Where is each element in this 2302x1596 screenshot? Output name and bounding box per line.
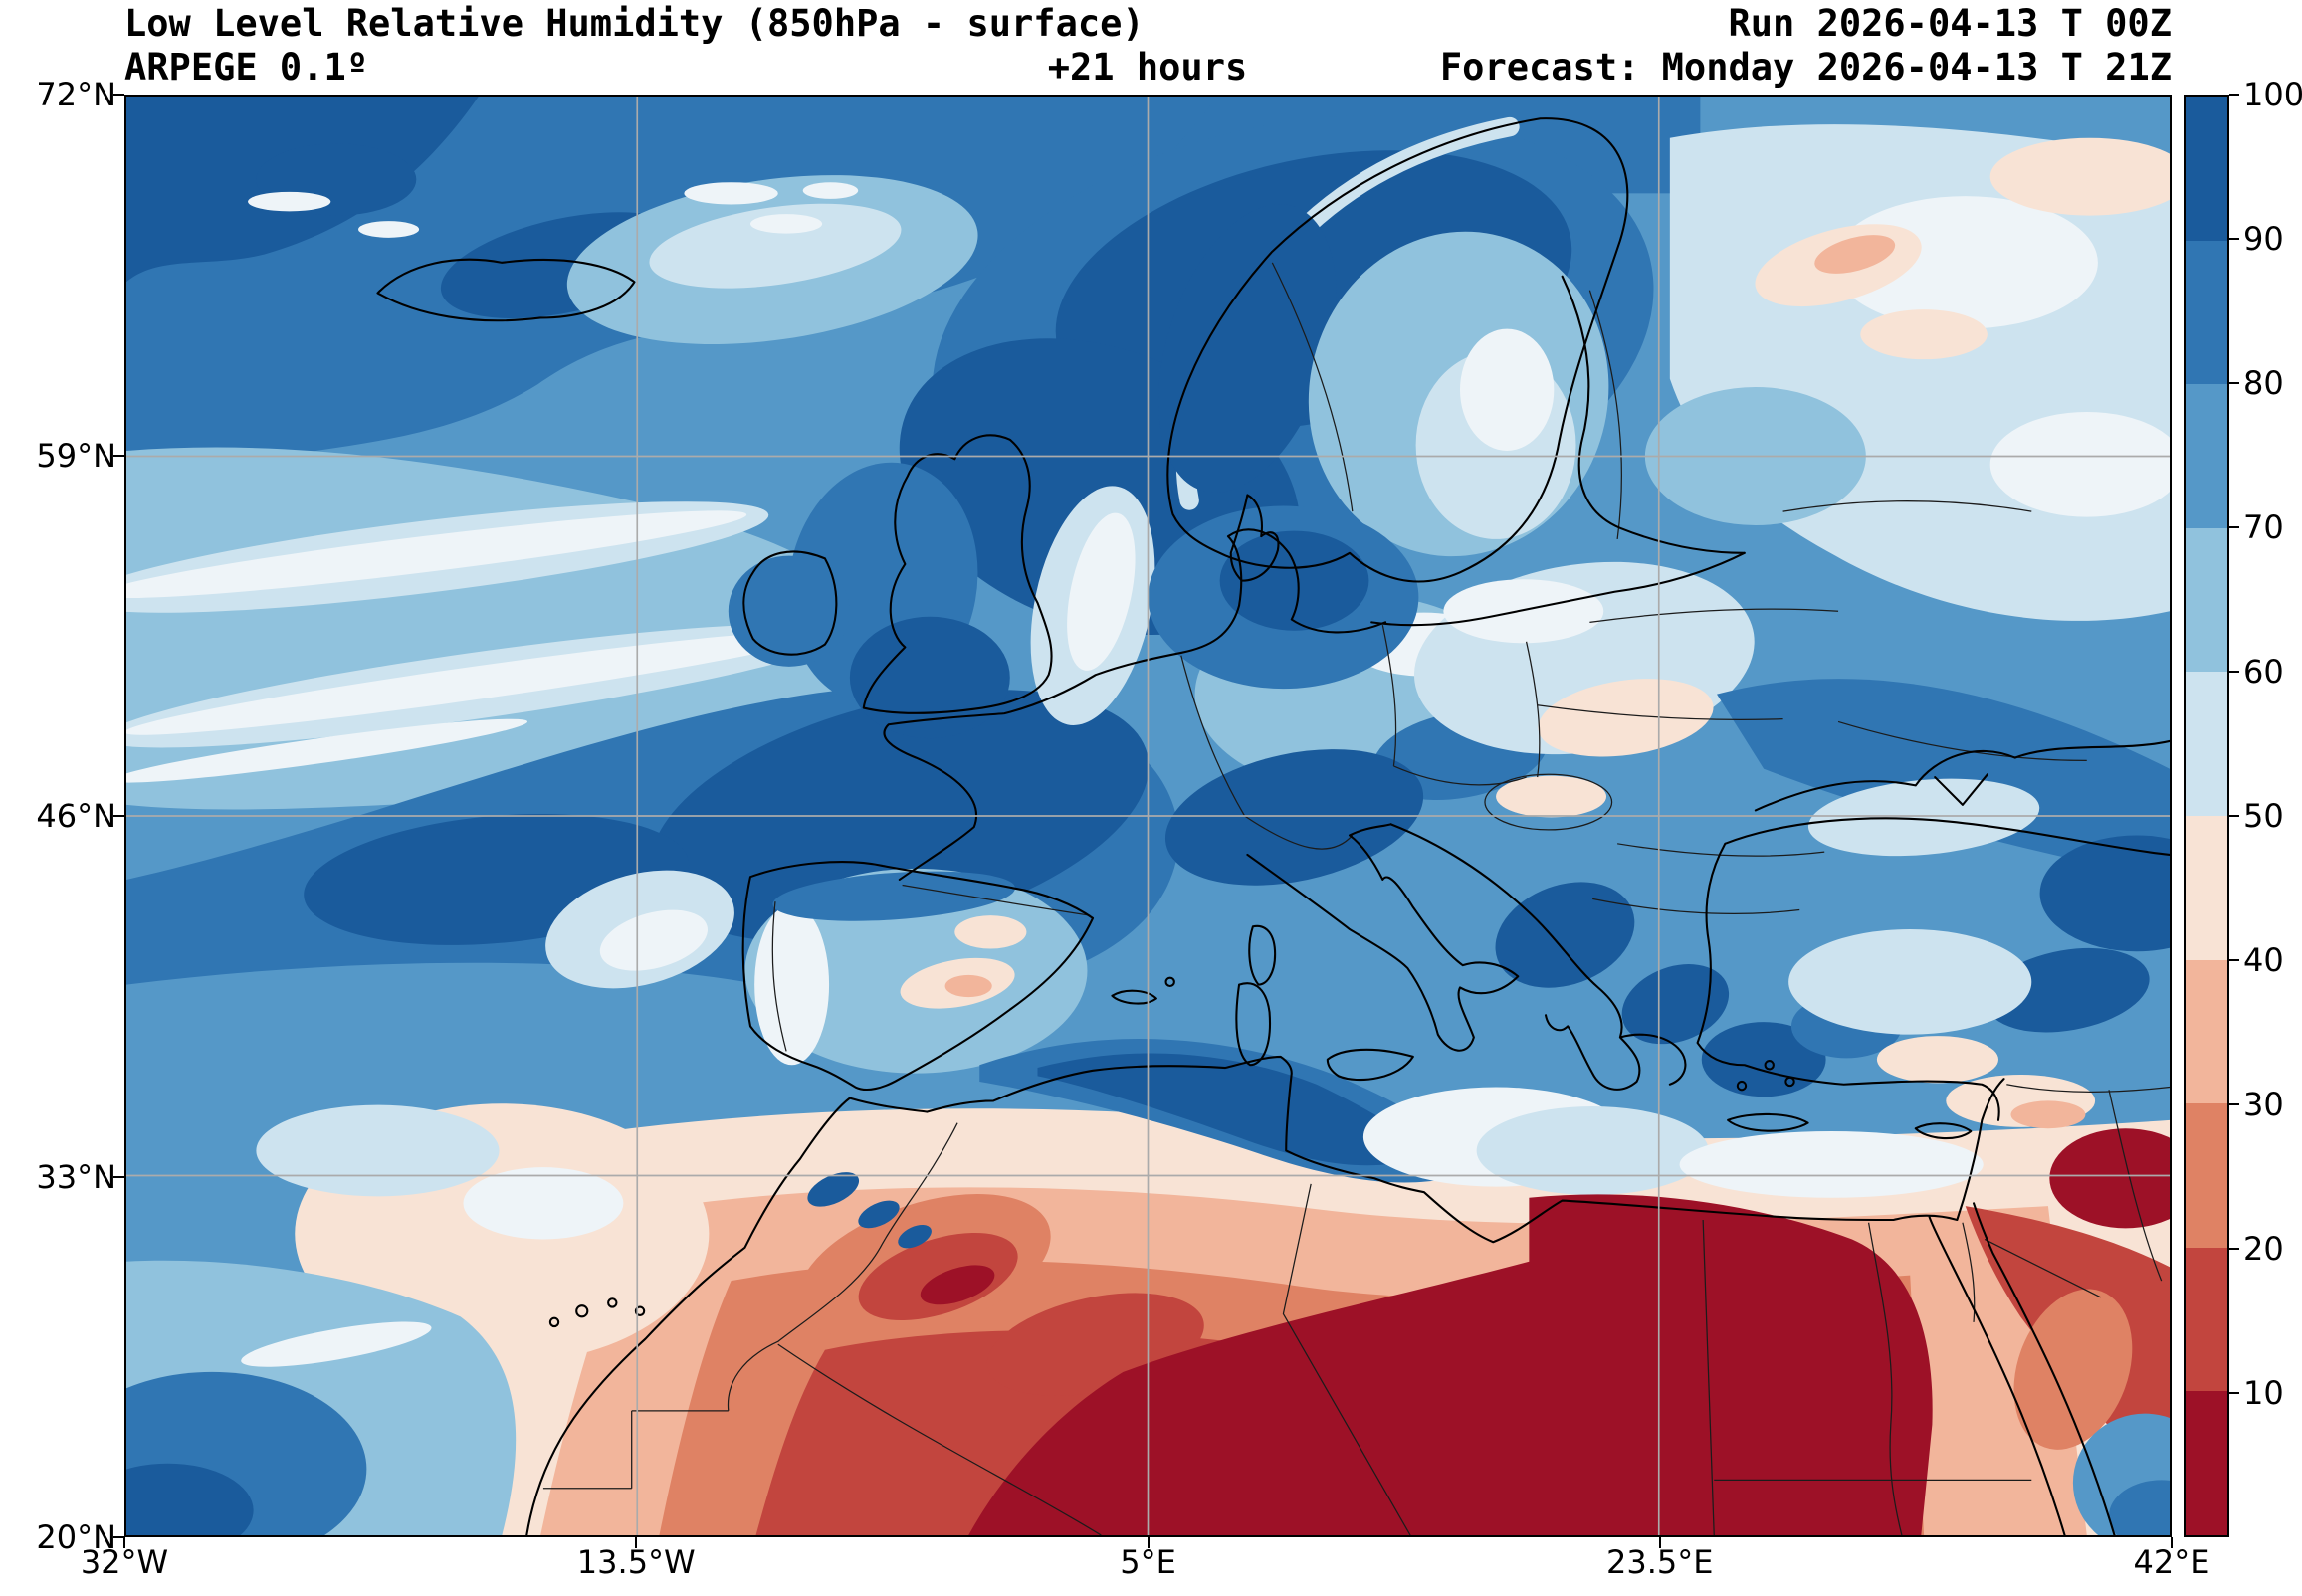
colorbar-segment-rh70 [2186, 384, 2227, 528]
colorbar-segment-rh80 [2186, 240, 2227, 385]
lon-tick-mark [1658, 1537, 1661, 1548]
lat-tick-mark [113, 1536, 124, 1538]
lon-tick-label: 23.5°E [1606, 1543, 1714, 1581]
map-plot-area [124, 95, 2172, 1537]
lat-tick-label: 46°N [36, 797, 116, 835]
colorbar-tick-label: 80 [2243, 364, 2284, 402]
lat-tick-mark [113, 815, 124, 817]
colorbar-tick-mark [2229, 238, 2239, 240]
colorbar-segment-rh90 [2186, 97, 2227, 241]
graticule [126, 97, 2170, 1535]
colorbar-tick-mark [2229, 526, 2239, 528]
colorbar-segment-rh30 [2186, 959, 2227, 1104]
colorbar-tick-mark [2229, 1248, 2239, 1250]
run-timestamp: Run 2026-04-13 T 00Z [1728, 2, 2172, 45]
colorbar-segment-rh40 [2186, 815, 2227, 960]
colorbar-tick-mark [2229, 1392, 2239, 1394]
lon-tick-label: 13.5°W [576, 1543, 696, 1581]
colorbar-tick-mark [2229, 815, 2239, 817]
colorbar-tick-label: 90 [2243, 220, 2284, 258]
lon-tick-label: 42°E [2133, 1543, 2210, 1581]
colorbar-segment-rh10 [2186, 1247, 2227, 1392]
colorbar-segment-rh20 [2186, 1103, 2227, 1248]
colorbar [2184, 95, 2229, 1537]
lon-tick-mark [2171, 1537, 2173, 1548]
lat-tick-mark [113, 454, 124, 457]
coastlines [376, 117, 2170, 1535]
lat-tick-label: 33°N [36, 1157, 116, 1196]
lon-tick-mark [1147, 1537, 1150, 1548]
model-name: ARPEGE 0.1º [124, 46, 369, 89]
country-borders [542, 262, 2170, 1535]
lon-tick-mark [635, 1537, 638, 1548]
colorbar-tick-label: 60 [2243, 653, 2284, 691]
colorbar-tick-mark [2229, 1103, 2239, 1105]
forecast-lead: +21 hours [1047, 46, 1248, 89]
lon-tick-label: 32°W [80, 1543, 169, 1581]
lon-tick-mark [123, 1537, 125, 1548]
colorbar-tick-label: 40 [2243, 941, 2284, 979]
lat-tick-label: 59°N [36, 436, 116, 475]
lon-tick-label: 5°E [1120, 1543, 1176, 1581]
colorbar-segment-rh0 [2186, 1391, 2227, 1535]
colorbar-segment-rh60 [2186, 527, 2227, 673]
lat-tick-label: 72°N [36, 76, 116, 113]
colorbar-tick-label: 20 [2243, 1230, 2284, 1268]
colorbar-tick-label: 10 [2243, 1374, 2284, 1412]
lat-tick-mark [113, 94, 124, 96]
colorbar-tick-label: 100 [2243, 76, 2302, 113]
colorbar-tick-label: 70 [2243, 508, 2284, 546]
colorbar-segment-rh50 [2186, 672, 2227, 816]
colorbar-tick-mark [2229, 94, 2239, 96]
colorbar-tick-mark [2229, 671, 2239, 673]
colorbar-tick-mark [2229, 959, 2239, 961]
lat-tick-label: 20°N [36, 1518, 116, 1556]
colorbar-tick-mark [2229, 382, 2239, 384]
valid-time: Forecast: Monday 2026-04-13 T 21Z [1439, 46, 2172, 89]
lat-tick-mark [113, 1175, 124, 1178]
humidity-field-svg [126, 97, 2170, 1535]
colorbar-tick-label: 50 [2243, 797, 2284, 835]
colorbar-tick-label: 30 [2243, 1086, 2284, 1123]
chart-title: Low Level Relative Humidity (850hPa - su… [124, 2, 1145, 45]
